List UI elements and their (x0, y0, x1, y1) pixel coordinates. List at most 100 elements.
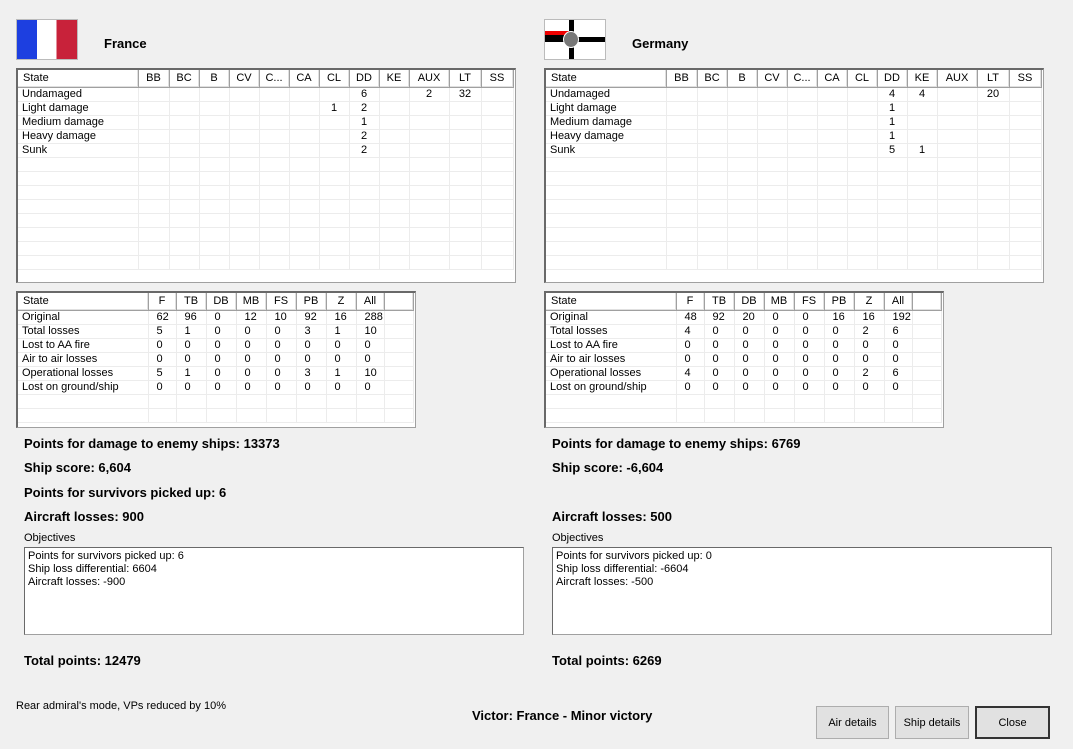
table-cell: Total losses (546, 324, 677, 339)
column-header[interactable]: C... (787, 70, 818, 88)
table-cell: 0 (854, 380, 885, 395)
column-header[interactable]: TB (176, 293, 207, 311)
table-cell: 0 (176, 352, 207, 367)
table-cell: 0 (356, 352, 385, 367)
table-cell (169, 143, 200, 158)
column-header[interactable]: DB (734, 293, 765, 311)
objective-line: Points for survivors picked up: 6 (28, 550, 184, 562)
table-cell: 1 (877, 115, 908, 130)
table-row: Lost on ground/ship 0 0 0 0 0 0 0 0 (18, 380, 414, 395)
table-cell: 0 (734, 338, 765, 353)
objectives-label: Objectives (552, 532, 604, 544)
column-header[interactable]: AUX (409, 70, 450, 88)
column-header[interactable]: Z (326, 293, 357, 311)
column-header[interactable]: BC (169, 70, 200, 88)
damage-points: Points for damage to enemy ships: 6769 (552, 436, 801, 451)
column-header[interactable]: FS (266, 293, 297, 311)
table-cell (697, 101, 728, 116)
table-cell: Air to air losses (546, 352, 677, 367)
column-header[interactable]: CA (817, 70, 848, 88)
column-header[interactable]: State (546, 70, 667, 88)
column-header[interactable]: PB (824, 293, 855, 311)
column-header[interactable]: SS (1009, 70, 1042, 88)
german-flag-icon (544, 19, 606, 60)
air-losses-table[interactable]: State F TB DB MB FS PB Z All Original 48 92 20 0 0 16 16… (544, 291, 944, 428)
table-cell: 5 (877, 143, 908, 158)
table-cell (259, 101, 290, 116)
ship-state-table[interactable]: State BB BC B CV C... CA CL DD KE AUX LT SS Undamaged… (544, 68, 1044, 283)
table-cell (666, 101, 698, 116)
table-cell (937, 129, 978, 144)
column-header[interactable]: CA (289, 70, 320, 88)
column-header[interactable]: BB (138, 70, 170, 88)
column-header[interactable]: B (727, 70, 758, 88)
ship-state-table[interactable]: State BB BC B CV C... CA CL DD KE AUX LT SS Undamaged… (16, 68, 516, 283)
objectives-box[interactable]: Points for survivors picked up: 6 Ship lo… (24, 547, 524, 635)
column-header[interactable]: DD (877, 70, 908, 88)
column-header[interactable]: State (18, 70, 139, 88)
column-header[interactable]: B (199, 70, 230, 88)
column-header[interactable]: F (148, 293, 177, 311)
ship-score: Ship score: -6,604 (552, 460, 664, 475)
table-cell (977, 101, 1010, 116)
table-row (18, 185, 514, 200)
table-cell (229, 87, 260, 102)
air-details-button[interactable]: Air details (816, 706, 889, 739)
table-cell: Operational losses (18, 366, 149, 381)
column-header[interactable]: CV (229, 70, 260, 88)
table-cell: 0 (884, 352, 913, 367)
column-header[interactable]: FS (794, 293, 825, 311)
column-header[interactable]: KE (379, 70, 410, 88)
column-header[interactable]: LT (449, 70, 482, 88)
table-row: Medium damage 1 (18, 115, 514, 130)
table-row (18, 227, 514, 242)
column-header[interactable]: State (546, 293, 677, 311)
table-cell: 1 (907, 143, 938, 158)
column-header[interactable]: F (676, 293, 705, 311)
victor-text: Victor: France - Minor victory (472, 708, 653, 723)
column-header[interactable]: All (884, 293, 913, 311)
objectives-box[interactable]: Points for survivors picked up: 0 Ship lo… (552, 547, 1052, 635)
table-cell: Heavy damage (18, 129, 139, 144)
table-cell (787, 115, 818, 130)
table-cell: 0 (266, 324, 297, 339)
column-header[interactable]: CL (847, 70, 878, 88)
column-header[interactable]: BC (697, 70, 728, 88)
table-cell: 0 (206, 352, 237, 367)
table-cell: 0 (854, 352, 885, 367)
column-header[interactable]: DD (349, 70, 380, 88)
table-cell: 2 (349, 143, 380, 158)
column-header[interactable]: TB (704, 293, 735, 311)
table-cell: 0 (764, 366, 795, 381)
table-cell: 0 (296, 338, 327, 353)
column-header[interactable]: MB (236, 293, 267, 311)
table-cell: 0 (266, 338, 297, 353)
column-header[interactable]: C... (259, 70, 290, 88)
table-cell: 16 (326, 310, 357, 325)
table-cell (169, 87, 200, 102)
column-header[interactable]: BB (666, 70, 698, 88)
column-header[interactable]: State (18, 293, 149, 311)
column-header[interactable]: CV (757, 70, 788, 88)
column-header[interactable]: SS (481, 70, 514, 88)
table-cell: Lost to AA fire (546, 338, 677, 353)
table-cell (138, 129, 170, 144)
column-header[interactable]: LT (977, 70, 1010, 88)
column-header[interactable]: PB (296, 293, 327, 311)
column-header[interactable]: KE (907, 70, 938, 88)
table-cell: 3 (296, 324, 327, 339)
air-losses-table[interactable]: State F TB DB MB FS PB Z All Original 62 96 0 12 10 92 1… (16, 291, 416, 428)
column-header[interactable]: All (356, 293, 385, 311)
table-cell: 0 (356, 338, 385, 353)
table-cell: Sunk (546, 143, 667, 158)
table-cell (787, 101, 818, 116)
table-cell (409, 115, 450, 130)
column-header[interactable]: DB (206, 293, 237, 311)
column-header[interactable]: MB (764, 293, 795, 311)
column-header[interactable]: AUX (937, 70, 978, 88)
column-header[interactable]: Z (854, 293, 885, 311)
column-header[interactable]: CL (319, 70, 350, 88)
close-button[interactable]: Close (975, 706, 1050, 739)
ship-details-button[interactable]: Ship details (895, 706, 969, 739)
table-cell: 0 (764, 338, 795, 353)
